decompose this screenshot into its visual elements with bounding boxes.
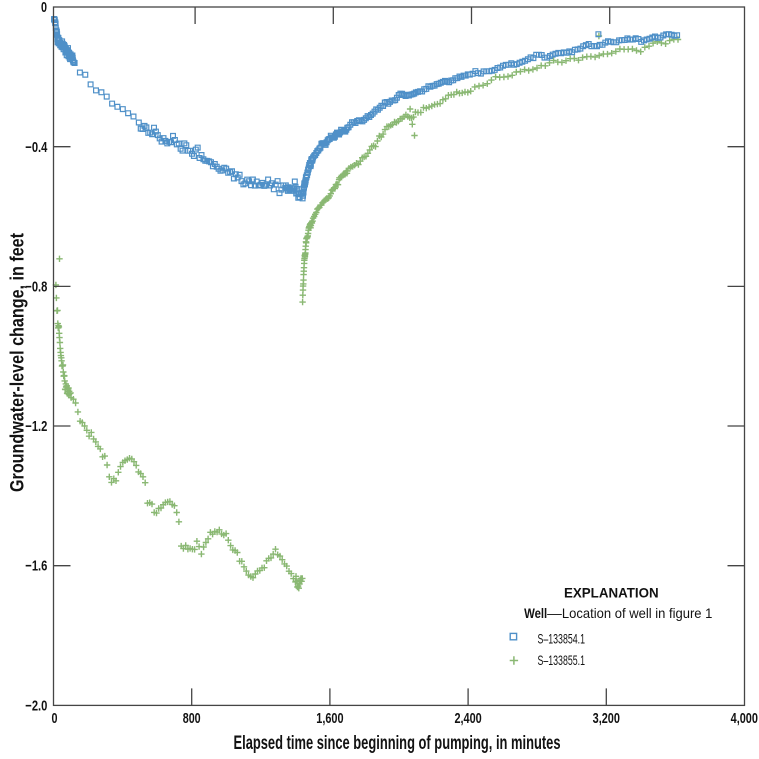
svg-text:Well: Well — [524, 605, 547, 621]
svg-text:Location of well in figure 1: Location of well in figure 1 — [562, 605, 713, 621]
svg-text:Elapsed time since beginning o: Elapsed time since beginning of pumping,… — [234, 733, 561, 754]
svg-text:S–133854.1: S–133854.1 — [538, 630, 586, 646]
svg-text:4,000: 4,000 — [731, 711, 758, 727]
svg-text:Groundwater-level change, in f: Groundwater-level change, in feet — [8, 232, 29, 492]
svg-text:−0.4: −0.4 — [25, 140, 47, 156]
svg-text:EXPLANATION: EXPLANATION — [564, 585, 659, 601]
svg-text:3,200: 3,200 — [593, 711, 620, 727]
svg-text:—: — — [547, 605, 562, 621]
svg-text:S–133855.1: S–133855.1 — [538, 652, 586, 668]
svg-text:−0.8: −0.8 — [25, 280, 47, 296]
svg-text:0: 0 — [52, 711, 58, 727]
svg-text:−1.2: −1.2 — [25, 419, 47, 435]
svg-text:0: 0 — [41, 0, 47, 16]
svg-text:−2.0: −2.0 — [25, 699, 47, 715]
svg-text:1,600: 1,600 — [316, 711, 343, 727]
svg-text:−1.6: −1.6 — [25, 559, 47, 575]
svg-text:800: 800 — [183, 711, 201, 727]
svg-text:2,400: 2,400 — [454, 711, 481, 727]
